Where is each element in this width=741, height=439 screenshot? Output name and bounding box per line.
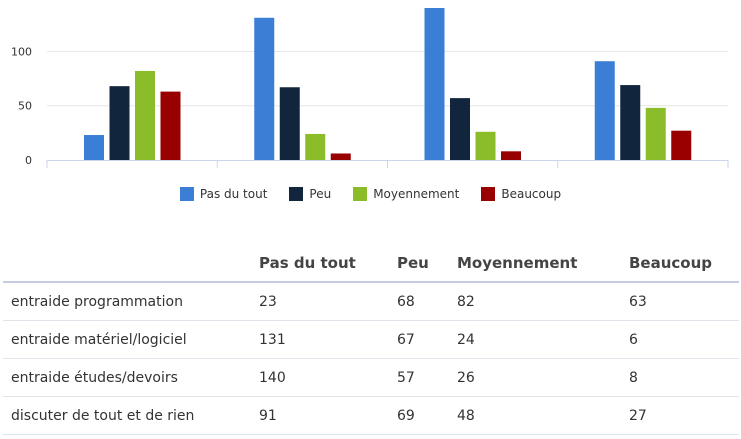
bar: [135, 70, 155, 160]
table-cell: 69: [389, 396, 449, 435]
bar-chart: 0 50 100: [11, 8, 729, 168]
table-cell: 67: [389, 320, 449, 359]
y-tick-label: 50: [18, 100, 32, 113]
y-tick-label: 0: [25, 154, 32, 167]
column-header: [3, 245, 251, 283]
table-cell: 27: [621, 396, 739, 435]
legend-item-moyennement[interactable]: Moyennement: [353, 187, 459, 201]
table-row: discuter de tout et de rien 91 69 48 27: [3, 396, 739, 435]
legend-swatch: [289, 187, 304, 201]
legend-item-peu[interactable]: Peu: [289, 187, 331, 201]
column-header: Pas du tout: [251, 245, 389, 283]
bar: [160, 91, 181, 160]
bar: [475, 131, 496, 160]
table-cell: 68: [389, 282, 449, 321]
table-cell: 131: [251, 320, 389, 359]
bar: [424, 8, 445, 160]
bar: [330, 153, 351, 160]
bar: [594, 61, 615, 161]
row-label: entraide études/devoirs: [3, 358, 251, 397]
y-tick-label: 100: [11, 45, 32, 58]
bar: [620, 85, 641, 160]
legend-swatch: [179, 187, 194, 201]
legend-item-pas-du-tout[interactable]: Pas du tout: [179, 187, 268, 201]
bar: [450, 98, 470, 160]
bar: [645, 107, 666, 160]
table-cell: 6: [621, 320, 739, 359]
table-cell: 57: [389, 358, 449, 397]
table-cell: 140: [251, 358, 389, 397]
legend-swatch: [481, 187, 496, 201]
chart-legend: Pas du tout Peu Moyennement Beaucoup: [0, 187, 741, 201]
bar: [305, 133, 326, 160]
table-header-row: Pas du tout Peu Moyennement Beaucoup: [3, 245, 739, 283]
table-row: entraide programmation 23 68 82 63: [3, 282, 739, 321]
table-cell: 48: [449, 396, 621, 435]
column-header: Moyennement: [449, 245, 621, 283]
data-table: Pas du tout Peu Moyennement Beaucoup ent…: [3, 245, 739, 435]
table-cell: 26: [449, 358, 621, 397]
table-cell: 91: [251, 396, 389, 435]
row-label: entraide programmation: [3, 282, 251, 321]
legend-label: Beaucoup: [501, 187, 562, 201]
table-cell: 63: [621, 282, 739, 321]
table-row: entraide études/devoirs 140 57 26 8: [3, 358, 739, 397]
row-label: discuter de tout et de rien: [3, 396, 251, 435]
legend-swatch: [353, 187, 368, 201]
bar: [254, 17, 275, 161]
column-header: Peu: [389, 245, 449, 283]
table-cell: 82: [449, 282, 621, 321]
column-header: Beaucoup: [621, 245, 739, 283]
legend-label: Moyennement: [373, 187, 460, 201]
legend-item-beaucoup[interactable]: Beaucoup: [481, 187, 561, 201]
bar: [279, 87, 300, 160]
table-row: entraide matériel/logiciel 131 67 24 6: [3, 320, 739, 359]
legend-label: Pas du tout: [199, 187, 268, 201]
bar: [109, 86, 130, 160]
row-label: entraide matériel/logiciel: [3, 320, 251, 359]
bar: [501, 151, 521, 160]
legend-label: Peu: [309, 187, 332, 201]
table-cell: 24: [449, 320, 621, 359]
bar: [84, 135, 104, 160]
table-cell: 23: [251, 282, 389, 321]
table-cell: 8: [621, 358, 739, 397]
bar: [671, 130, 692, 160]
